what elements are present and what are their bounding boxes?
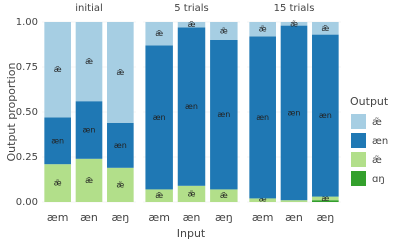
bar-segment (280, 22, 308, 26)
segment-label: æn (83, 126, 96, 135)
segment-label: æ̃ (220, 191, 228, 200)
legend-swatch (351, 133, 366, 148)
segment-label: æn (51, 136, 64, 145)
facet-title: 5 trials (174, 3, 208, 14)
bar-segment (145, 189, 173, 202)
x-tick-label: æn (80, 211, 98, 224)
segment-label: æn (153, 113, 166, 122)
bar-segment (145, 45, 173, 190)
bar-segment (210, 189, 238, 202)
y-axis-label: Output proportion (5, 62, 18, 161)
segment-label: æn (185, 102, 198, 111)
y-tick-label: 0.00 (16, 197, 38, 208)
bar-segment (312, 22, 339, 35)
bar-segment (177, 22, 206, 28)
y-tick-label: 1.00 (16, 17, 38, 28)
bar-segment (312, 196, 339, 201)
bar-segment (44, 164, 71, 202)
segment-label: æn (217, 110, 230, 119)
bar-segment (75, 22, 103, 102)
bar-segment (44, 117, 71, 165)
x-tick-label: æm (47, 211, 69, 224)
facet-title: 15 trials (274, 3, 315, 14)
legend-swatch (351, 152, 366, 167)
bar-segment (177, 27, 206, 186)
segment-label: æn (256, 113, 269, 122)
segment-label: æ̃ (321, 194, 329, 203)
x-tick-label: æŋ (215, 211, 233, 224)
x-axis-label: Input (177, 227, 206, 240)
segment-label: æ̃ (85, 176, 93, 185)
legend-swatch (351, 171, 366, 186)
segment-label: æ̃ (220, 27, 228, 36)
segment-label: æ̃ (321, 24, 329, 33)
segment-label: æ̃ (259, 195, 267, 204)
segment-label: æ̃ (188, 20, 196, 29)
segment-label: æ̃ (116, 180, 124, 189)
bar-segment (44, 22, 71, 118)
segment-label: æ̃ (54, 179, 62, 188)
x-tick-label: æn (285, 211, 303, 224)
x-tick-label: æn (183, 211, 201, 224)
segment-label: æ̃ (85, 57, 93, 66)
legend-title: Output (350, 95, 389, 108)
bar-segment (249, 36, 276, 199)
bar-segment (312, 200, 339, 202)
bar-segment (107, 122, 134, 168)
bar-segment (145, 22, 173, 46)
y-tick-label: 0.75 (16, 62, 38, 73)
x-tick-label: æm (252, 211, 274, 224)
segment-label: æ̃ (188, 189, 196, 198)
facet-title: initial (75, 3, 103, 14)
bar-segment (107, 167, 134, 202)
segment-label: æ̃ (259, 25, 267, 34)
bar-segment (107, 22, 134, 123)
bar-segment (75, 101, 103, 159)
bar-segment (177, 185, 206, 202)
segment-label: æ̃ (290, 19, 298, 28)
bar-segment (312, 34, 339, 197)
segment-label: æ̃ (54, 65, 62, 74)
segment-label: æ̃ (155, 191, 163, 200)
bar-segment (280, 25, 308, 201)
legend-label: æ̃ (372, 154, 382, 166)
legend-label: ɑŋ (372, 174, 385, 185)
legend-label: æ̃ (372, 116, 382, 128)
bar-segment (210, 22, 238, 40)
bar-segment (280, 200, 308, 202)
y-tick-label: 0.50 (16, 107, 38, 118)
x-tick-label: æm (148, 211, 170, 224)
y-tick-label: 0.25 (16, 152, 38, 163)
segment-label: æ̃ (116, 68, 124, 77)
bar-segment (75, 158, 103, 202)
legend-label: æn (372, 136, 388, 147)
segment-label: æn (319, 111, 332, 120)
bar-segment (210, 40, 238, 190)
x-tick-label: æŋ (316, 211, 334, 224)
bar-segment (249, 22, 276, 37)
segment-label: æn (114, 141, 127, 150)
x-tick-label: æŋ (111, 211, 129, 224)
bar-segment (249, 198, 276, 202)
legend-swatch (351, 114, 366, 129)
segment-label: æn (288, 108, 301, 117)
segment-label: æ̃ (155, 29, 163, 38)
